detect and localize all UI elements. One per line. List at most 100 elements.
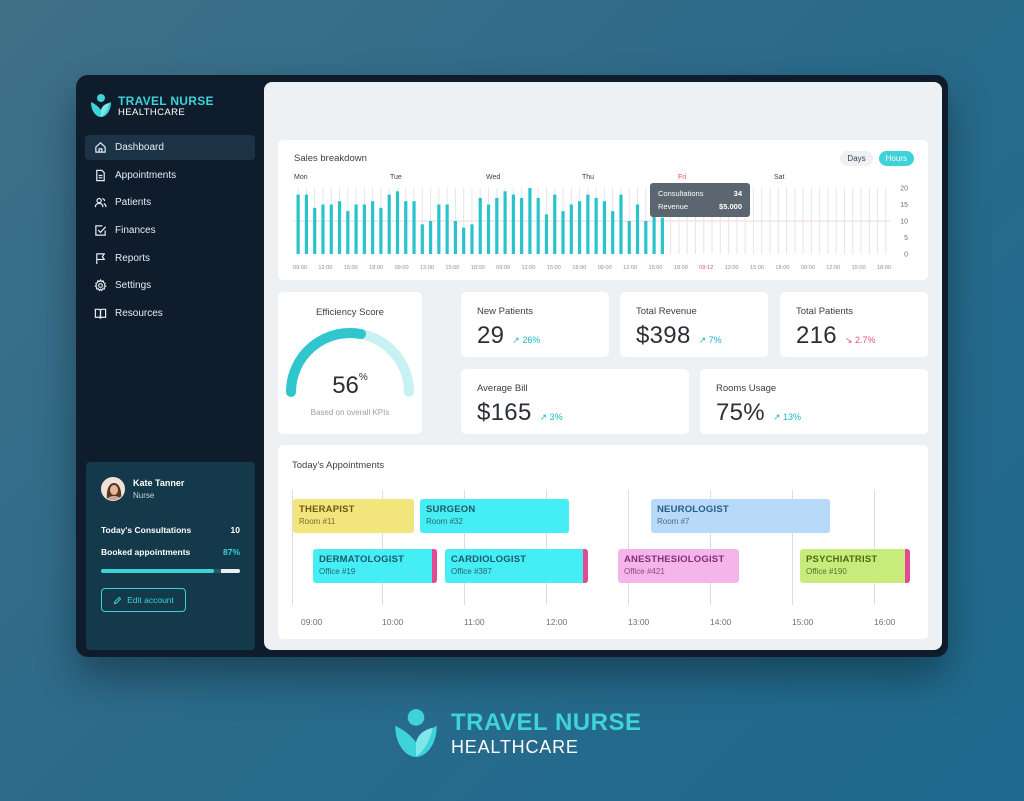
efficiency-unit: % xyxy=(358,372,368,383)
chart-bar-empty[interactable] xyxy=(868,188,870,254)
chart-bar[interactable] xyxy=(371,201,375,254)
chart-bar[interactable] xyxy=(428,221,433,254)
brand-name: TRAVEL NURSE xyxy=(118,93,214,108)
chart-bar[interactable] xyxy=(561,211,565,254)
chart-bar[interactable] xyxy=(553,194,557,254)
chart-bar[interactable] xyxy=(470,224,474,254)
sidebar-item-dashboard[interactable]: Dashboard xyxy=(85,135,255,160)
chart-bar-empty[interactable] xyxy=(786,188,788,254)
appointment-name: NEUROLOGIST xyxy=(657,504,729,515)
chart-bar-track xyxy=(637,188,639,254)
avatar[interactable] xyxy=(101,477,125,501)
chart-bar[interactable] xyxy=(486,204,491,255)
booked-label: Booked appointments xyxy=(101,547,191,557)
chart-bar[interactable] xyxy=(462,227,466,254)
chart-bar[interactable] xyxy=(478,197,482,254)
chart-bar[interactable] xyxy=(503,191,507,254)
appointment-cardiologist[interactable]: CARDIOLOGIST Office #387 xyxy=(445,549,588,583)
chart-bar[interactable] xyxy=(313,207,317,254)
chart-bar[interactable] xyxy=(362,204,366,255)
chart-bar[interactable] xyxy=(354,204,358,255)
toggle-days[interactable]: Days xyxy=(840,151,873,166)
chart-bar-empty[interactable] xyxy=(860,188,862,254)
chart-bar[interactable] xyxy=(528,188,532,254)
appointment-therapist[interactable]: THERAPIST Room #11 xyxy=(293,499,414,533)
chart-bar[interactable] xyxy=(569,204,573,255)
new-patients-card: New Patients 29 ↗ 26% xyxy=(461,292,609,357)
chart-bar-empty[interactable] xyxy=(810,188,812,254)
sidebar-item-appointments[interactable]: Appointments xyxy=(85,163,255,188)
chart-bar[interactable] xyxy=(611,211,615,254)
chart-bar[interactable] xyxy=(395,191,400,254)
chart-bar[interactable] xyxy=(644,221,648,254)
chart-bar-empty[interactable] xyxy=(827,188,829,254)
appointment-marker xyxy=(583,549,588,583)
y-tick-label: 10 xyxy=(900,219,908,226)
chart-bar[interactable] xyxy=(627,221,631,254)
chart-bar[interactable] xyxy=(495,197,499,254)
chart-bar[interactable] xyxy=(619,194,623,254)
chart-bar[interactable] xyxy=(544,214,549,254)
appointment-surgeon[interactable]: SURGEON Room #32 xyxy=(420,499,569,533)
chart-bar[interactable] xyxy=(437,204,441,255)
chart-bar-track xyxy=(454,188,456,254)
chart-bar[interactable] xyxy=(420,224,424,254)
chart-bar[interactable] xyxy=(602,201,607,254)
chart-bar[interactable] xyxy=(379,207,383,254)
chart-bar-track xyxy=(554,188,556,254)
chart-bar[interactable] xyxy=(520,197,524,254)
chart-bar[interactable] xyxy=(296,194,300,254)
chart-bar-empty[interactable] xyxy=(835,188,837,254)
chart-bar-empty[interactable] xyxy=(885,188,887,254)
chart-bar[interactable] xyxy=(337,201,342,254)
chart-bar[interactable] xyxy=(511,194,515,254)
edit-account-button[interactable]: Edit account xyxy=(101,588,186,612)
chart-bar-empty[interactable] xyxy=(752,188,754,254)
appointment-psychiatrist[interactable]: PSYCHIATRIST Office #190 xyxy=(800,549,910,583)
chart-bar-empty[interactable] xyxy=(819,188,821,254)
chart-bar-empty[interactable] xyxy=(802,188,804,254)
chart-bar-empty[interactable] xyxy=(761,188,763,254)
chart-bar-empty[interactable] xyxy=(852,188,854,254)
chart-bar[interactable] xyxy=(652,214,656,254)
toggle-hours[interactable]: Hours xyxy=(878,151,914,166)
appointment-neurologist[interactable]: NEUROLOGIST Room #7 xyxy=(651,499,830,533)
chart-bar[interactable] xyxy=(594,197,598,254)
chart-bar[interactable] xyxy=(404,201,408,254)
chart-bar[interactable] xyxy=(660,217,664,254)
chart-bar[interactable] xyxy=(536,197,540,254)
sidebar-item-resources[interactable]: Resources xyxy=(85,301,255,326)
chart-bar[interactable] xyxy=(329,204,333,255)
appointment-dermatologist[interactable]: DERMATOLOGIST Office #19 xyxy=(313,549,437,583)
chart-bar-track xyxy=(363,188,365,254)
y-tick-label: 5 xyxy=(904,235,908,242)
chart-bar-empty[interactable] xyxy=(769,188,771,254)
chart-bar[interactable] xyxy=(346,211,350,254)
chart-bar[interactable] xyxy=(321,204,325,255)
chart-bar[interactable] xyxy=(586,194,590,254)
sidebar-item-settings[interactable]: Settings xyxy=(85,273,255,298)
chart-bar[interactable] xyxy=(387,194,391,254)
average-bill-delta: ↗ 3% xyxy=(539,412,563,422)
appointment-anesthesiologist[interactable]: ANESTHESIOLOGIST Office #421 xyxy=(618,549,739,583)
average-bill-card: Average Bill $165 ↗ 3% xyxy=(461,369,689,434)
chart-bar-track xyxy=(620,188,622,254)
gridline xyxy=(874,490,875,605)
sidebar-item-finances[interactable]: Finances xyxy=(85,218,255,243)
chart-bar-track xyxy=(545,188,547,254)
chart-bar-empty[interactable] xyxy=(877,188,879,254)
chart-bar[interactable] xyxy=(304,194,309,254)
brand-logo[interactable]: TRAVEL NURSE HEALTHCARE xyxy=(90,93,214,119)
appointment-name: SURGEON xyxy=(426,504,476,515)
chart-bar[interactable] xyxy=(635,204,640,255)
chart-bar[interactable] xyxy=(412,201,416,254)
chart-bar-track xyxy=(438,188,440,254)
chart-bar[interactable] xyxy=(577,201,582,254)
chart-bar[interactable] xyxy=(445,204,449,255)
chart-bar-empty[interactable] xyxy=(843,188,845,254)
sidebar-item-patients[interactable]: Patients xyxy=(85,190,255,215)
chart-bar-empty[interactable] xyxy=(777,188,779,254)
chart-bar-empty[interactable] xyxy=(794,188,796,254)
chart-bar[interactable] xyxy=(453,221,458,254)
sidebar-item-reports[interactable]: Reports xyxy=(85,246,255,271)
